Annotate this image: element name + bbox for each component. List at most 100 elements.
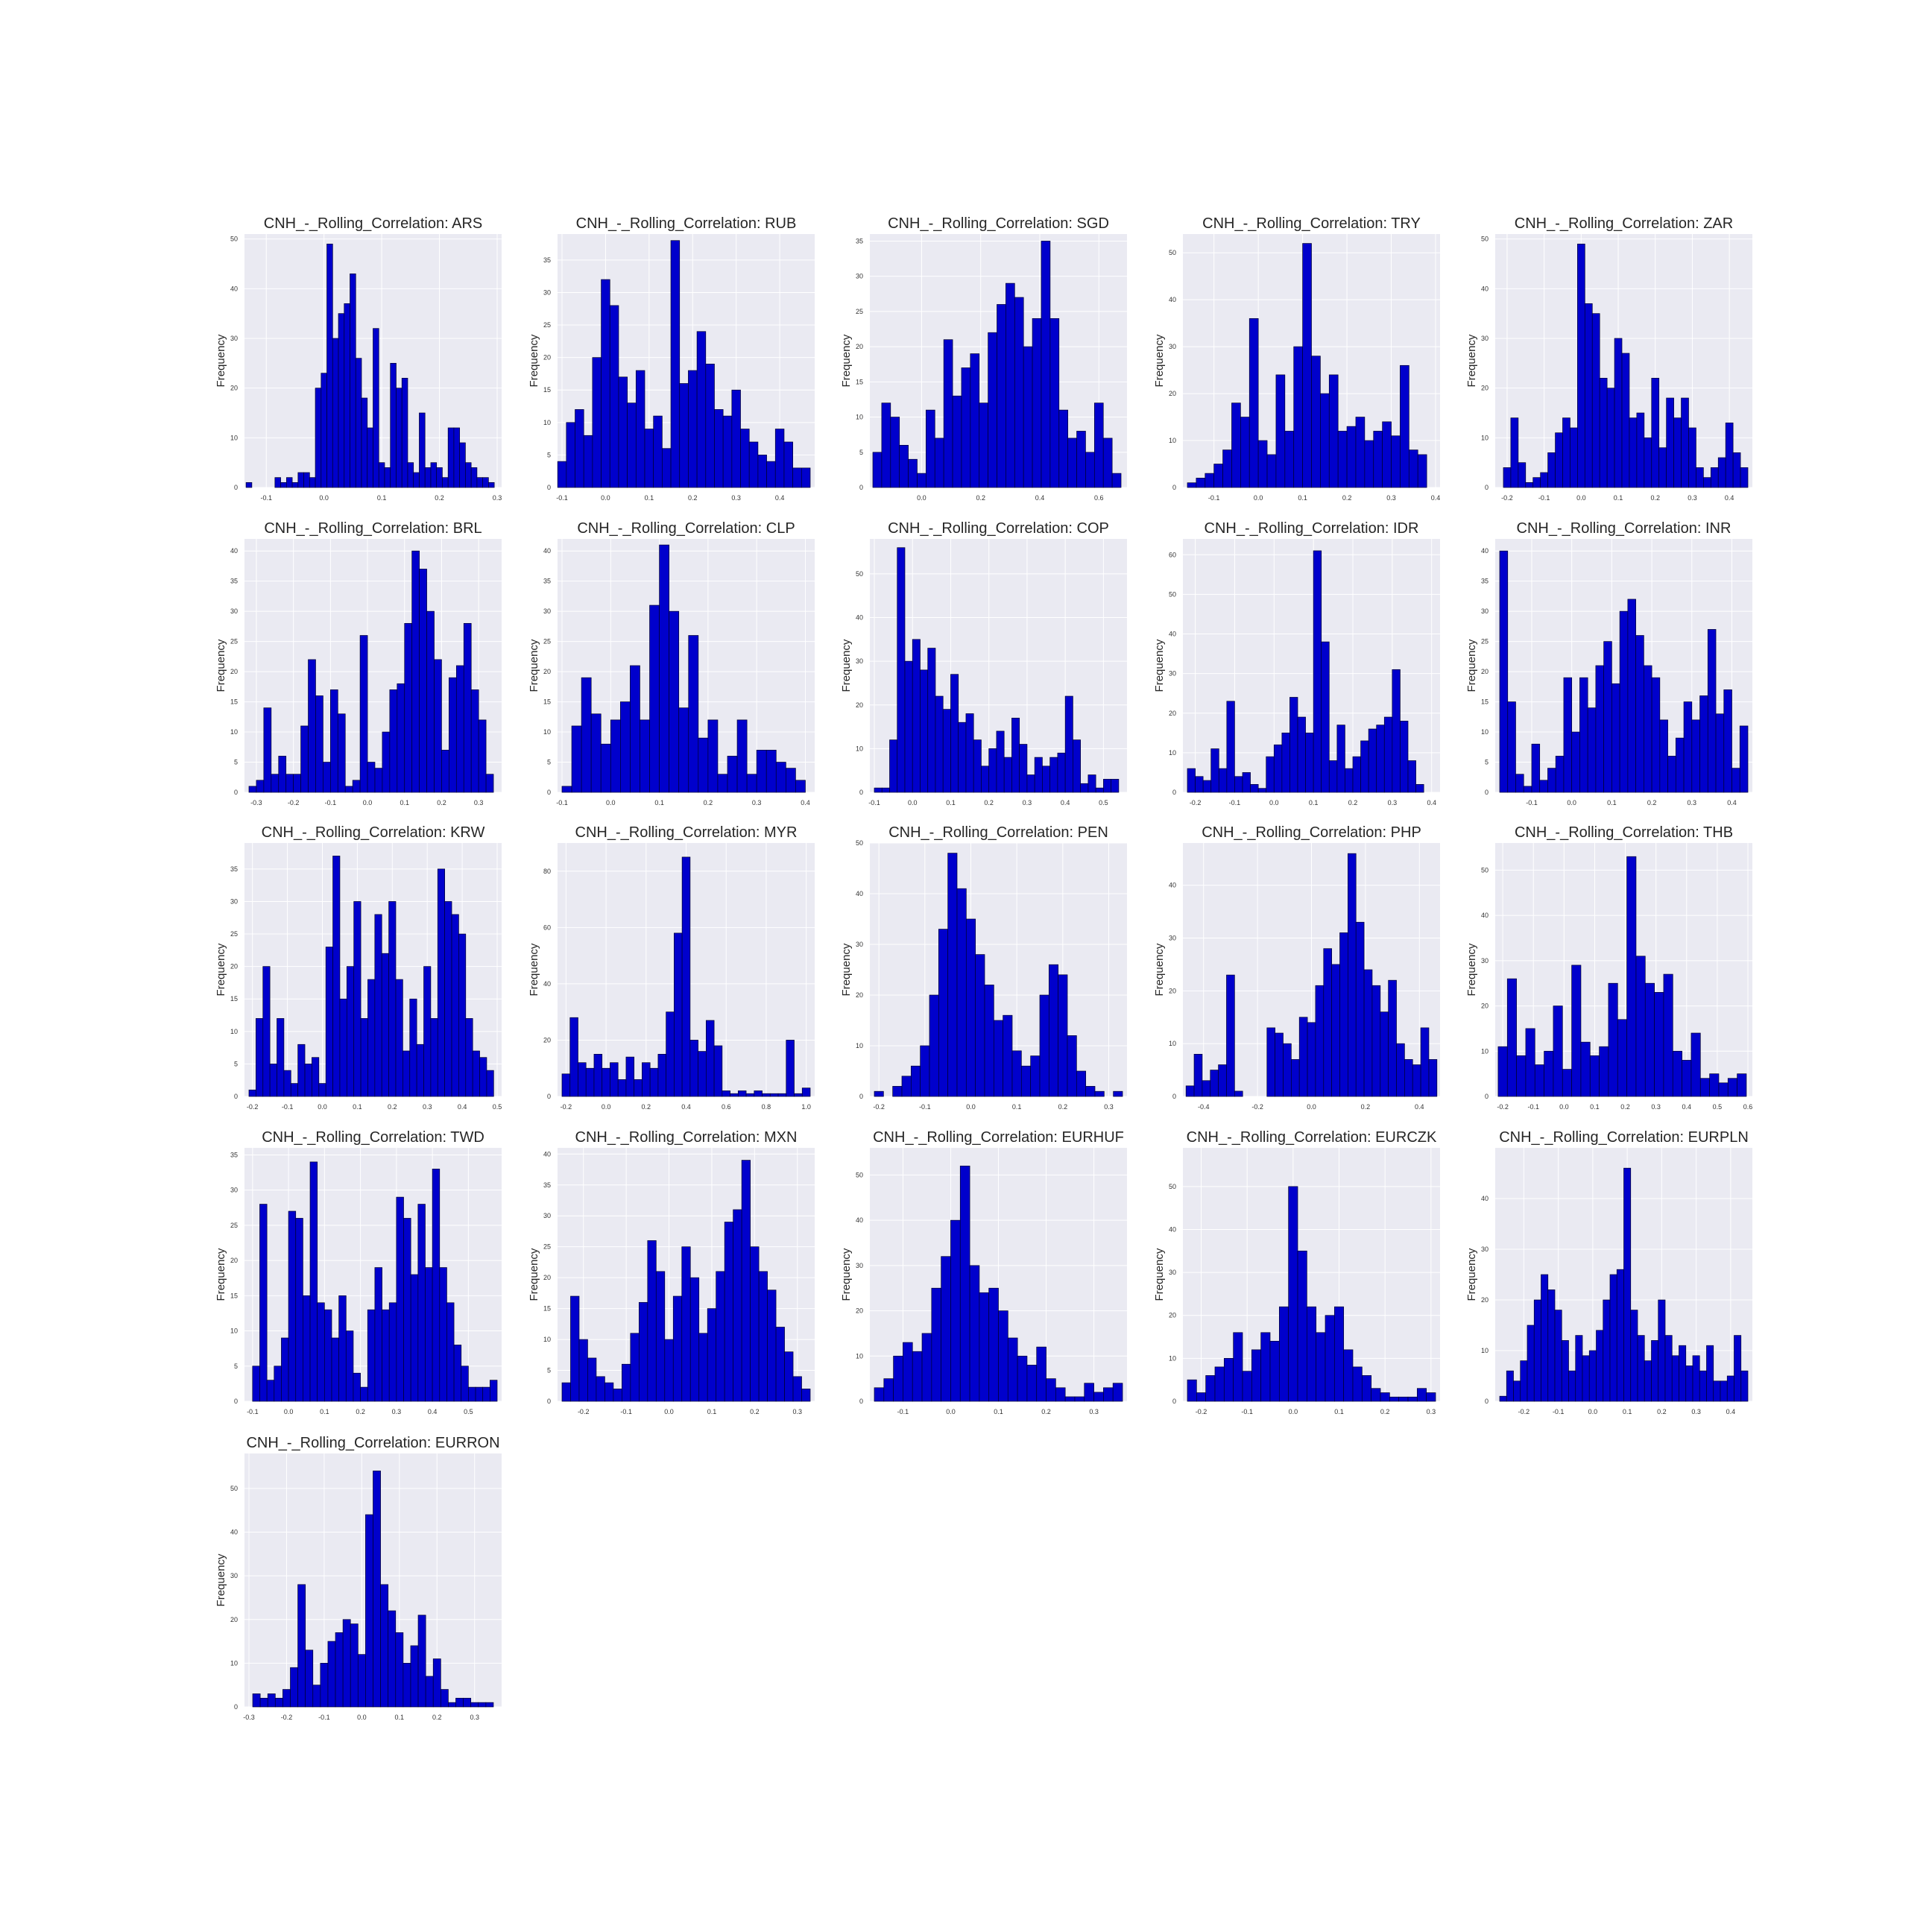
x-tick-label: 0.1 xyxy=(400,799,409,806)
x-tick-label: 0.2 xyxy=(1380,1408,1390,1415)
x-tick-label: 0.2 xyxy=(976,494,985,502)
histogram-bar xyxy=(1717,457,1726,488)
y-tick-label: 40 xyxy=(1169,882,1176,889)
y-tick-label: 0 xyxy=(1172,1398,1176,1405)
y-tick-label: 35 xyxy=(230,578,238,585)
histogram-bar xyxy=(1699,695,1708,793)
y-tick-label: 0 xyxy=(547,789,551,796)
histogram-bar xyxy=(927,648,936,793)
histogram-bar xyxy=(1713,1380,1721,1402)
histogram-bar xyxy=(409,998,417,1097)
y-axis-label: Frequency xyxy=(1153,334,1166,387)
histogram-bar xyxy=(984,985,994,1097)
x-tick-label: 0.2 xyxy=(688,494,698,502)
x-tick-label: 0.1 xyxy=(1334,1408,1344,1415)
x-tick-label: 0.1 xyxy=(1309,799,1319,806)
y-tick-label: 5 xyxy=(547,1367,551,1374)
histogram-bar xyxy=(1231,402,1241,488)
histogram-bar xyxy=(1026,774,1035,793)
x-tick-label: 0.3 xyxy=(1388,799,1398,806)
histogram-bar xyxy=(1273,744,1283,793)
y-tick-label: 50 xyxy=(856,839,863,847)
histogram-bar xyxy=(401,377,408,488)
x-tick-label: -0.1 xyxy=(282,1103,294,1111)
histogram-bar xyxy=(1400,364,1409,488)
histogram-bar xyxy=(1368,728,1377,793)
histogram-bar xyxy=(1064,1396,1076,1402)
histogram-bar xyxy=(1321,641,1330,793)
y-tick-label: 30 xyxy=(230,1187,238,1194)
y-axis-label: Frequency xyxy=(840,639,853,692)
histogram-bar xyxy=(1187,1379,1197,1402)
histogram-bar xyxy=(374,914,382,1097)
x-tick-label: 0.2 xyxy=(1657,1408,1667,1415)
histogram-bar xyxy=(1234,776,1243,793)
histogram-bar xyxy=(756,749,767,793)
histogram-bar xyxy=(410,1274,419,1402)
histogram-bar xyxy=(590,713,602,793)
histogram-bar xyxy=(269,1064,277,1097)
y-tick-label: 25 xyxy=(230,1222,238,1229)
histogram-bar xyxy=(486,1070,494,1097)
histogram-bar xyxy=(1739,725,1749,793)
histogram-bar xyxy=(1417,454,1427,488)
x-tick-label: -0.1 xyxy=(325,799,337,806)
y-axis-label: Frequency xyxy=(1465,334,1478,387)
histogram-bar xyxy=(1058,974,1068,1097)
histogram-bar xyxy=(1103,1387,1114,1402)
histogram-bar xyxy=(1055,1387,1066,1402)
histogram-bar xyxy=(1541,1274,1549,1402)
histogram-bar xyxy=(1734,1335,1742,1402)
x-tick-label: 0.1 xyxy=(1590,1103,1600,1111)
histogram-panel: -0.3 -0.2 -0.1 0.0 0.1 0.2 0.3 0 5 10 15 20 25 30 35 40… xyxy=(215,520,502,806)
histogram-bar xyxy=(934,438,944,488)
x-tick-label: 0.0 xyxy=(1588,1408,1598,1415)
histogram-bar xyxy=(410,1645,419,1708)
histogram-bar xyxy=(1672,1050,1682,1097)
histogram-bar xyxy=(1288,1186,1298,1402)
histogram-bar xyxy=(1111,473,1122,488)
y-tick-label: 20 xyxy=(543,1274,551,1281)
histogram-bar xyxy=(252,1366,260,1402)
histogram-bar xyxy=(653,415,663,488)
histogram-bar xyxy=(1685,1366,1693,1402)
histogram-bar xyxy=(1691,719,1700,793)
histogram-bar xyxy=(1664,1335,1673,1402)
histogram-bar xyxy=(1073,739,1081,793)
y-tick-label: 0 xyxy=(234,1398,238,1405)
y-axis-label: Frequency xyxy=(215,334,227,387)
histogram-bar xyxy=(1087,774,1096,793)
y-tick-label: 30 xyxy=(856,657,863,665)
histogram-bar xyxy=(1339,932,1348,1097)
histogram-bar xyxy=(365,1514,373,1708)
x-tick-label: 0.0 xyxy=(318,1103,327,1111)
histogram-bar xyxy=(1635,635,1644,793)
histogram-bar xyxy=(248,786,257,793)
y-tick-label: 50 xyxy=(1169,249,1176,256)
histogram-bar xyxy=(335,1632,344,1708)
x-tick-label: 0.3 xyxy=(1427,1408,1436,1415)
histogram-bar xyxy=(959,1165,970,1402)
x-tick-label: -0.1 xyxy=(919,1103,931,1111)
x-tick-label: 0.0 xyxy=(1269,799,1279,806)
y-tick-label: 10 xyxy=(543,419,551,426)
y-tick-label: 30 xyxy=(543,607,551,615)
y-tick-label: 25 xyxy=(1481,638,1489,645)
histogram-bar xyxy=(1553,1006,1563,1097)
histogram-panel: -0.2 -0.1 0.0 0.1 0.2 0.3 0.4 0 10 20 30 40 50 CNH_-_… xyxy=(1465,215,1752,502)
histogram-bar xyxy=(1187,482,1197,488)
histogram-bar xyxy=(1036,1346,1046,1402)
histogram-bar xyxy=(297,1584,306,1708)
y-tick-label: 10 xyxy=(1481,434,1489,441)
histogram-bar xyxy=(263,707,272,793)
histogram-bar xyxy=(1076,1070,1087,1097)
histogram-bar xyxy=(478,1702,487,1708)
histogram-bar xyxy=(801,1389,811,1402)
x-tick-label: 0.0 xyxy=(664,1408,674,1415)
histogram-bar xyxy=(449,677,457,793)
histogram-bar xyxy=(1251,1349,1262,1402)
x-tick-label: 0.2 xyxy=(984,799,994,806)
histogram-bar xyxy=(463,622,472,793)
y-tick-label: 40 xyxy=(230,285,238,292)
histogram-bar xyxy=(1380,1392,1390,1402)
